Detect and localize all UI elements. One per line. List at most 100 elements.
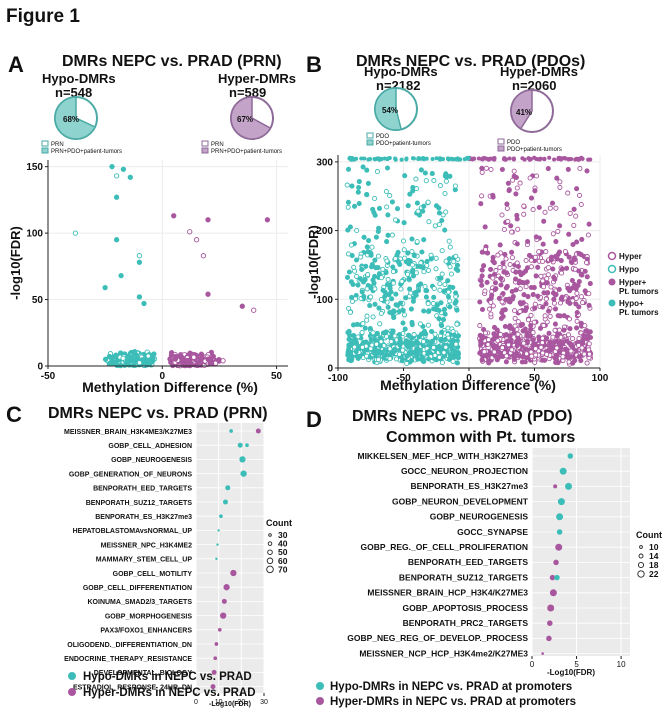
scatter-point-hyper xyxy=(478,341,484,347)
scatter-point-hyper xyxy=(551,300,557,306)
scatter-point-hyper xyxy=(565,190,571,196)
count-legend-label: 40 xyxy=(278,539,288,549)
scatter-point-hyper xyxy=(496,295,502,301)
scatter-point-hypo xyxy=(440,317,447,323)
scatter-point-hypo xyxy=(134,355,140,361)
scatter-point-hyper xyxy=(493,268,499,274)
scatter-point-hypo xyxy=(383,270,389,276)
term-label: BENPORATH_EED_TARGETS xyxy=(93,486,192,493)
scatter-point-hypo xyxy=(421,237,427,243)
scatter-point-hyper xyxy=(515,319,521,325)
scatter-point-hyper xyxy=(541,322,547,329)
scatter-point-hyper xyxy=(558,156,563,161)
scatter-point-hypo xyxy=(402,255,408,261)
scatter-point-hypo xyxy=(453,298,459,304)
scatter-point-hyper xyxy=(509,249,515,255)
scatter-point-hyper xyxy=(504,283,510,289)
scatter-point-hypo xyxy=(423,178,429,184)
term-label: KOINUMA_SMAD2/3_TARGETS xyxy=(88,599,193,606)
scatter-point-hypo xyxy=(447,244,453,250)
scatter-point-hypo xyxy=(416,347,423,354)
scatter-point-hyper xyxy=(205,217,211,223)
scatter-point-hyper xyxy=(549,200,556,206)
scatter-point-hypo xyxy=(433,266,439,272)
scatter-point-hypo xyxy=(393,157,398,162)
scatter-point-hyper xyxy=(584,360,590,366)
scatter-point-hyper xyxy=(525,317,532,323)
scatter-point-hyper xyxy=(200,253,207,259)
scatter-point-hyper xyxy=(569,260,575,266)
scatter-point-hyper xyxy=(547,340,553,346)
scatter-point-hypo xyxy=(389,330,395,336)
scatter-point-hypo xyxy=(409,335,415,341)
scatter-point-hypo xyxy=(455,349,461,356)
panel-b-legend-hypo-pt-marker xyxy=(608,299,616,307)
scatter-point-hypo xyxy=(136,259,143,265)
scatter-point-hyper xyxy=(479,357,485,363)
term-label: MEISSNER_NCP_HCP_H3K4me2/K27ME3 xyxy=(359,648,528,658)
scatter-point-hyper xyxy=(210,353,216,360)
scatter-point-hyper xyxy=(545,166,551,172)
panel-b-y-label: -log10(FDR) xyxy=(306,225,321,299)
scatter-point-hypo xyxy=(409,322,415,328)
scatter-point-hyper xyxy=(553,239,559,245)
scatter-point-hyper xyxy=(576,354,582,360)
scatter-point-hyper xyxy=(525,238,531,245)
panel-b-hypo-pie-percent: 54% xyxy=(382,106,398,115)
scatter-point-hypo xyxy=(146,358,152,365)
scatter-point-hypo xyxy=(452,183,458,189)
scatter-point-hyper xyxy=(533,234,539,240)
term-label: MEISSNER_NPC_H3K4ME2 xyxy=(101,542,193,549)
scatter-point-hypo xyxy=(362,277,368,283)
scatter-point-hyper xyxy=(574,186,580,192)
scatter-point-hypo xyxy=(118,272,124,279)
scatter-point-hypo xyxy=(413,292,419,298)
scatter-point-hyper xyxy=(533,346,539,352)
count-legend-marker xyxy=(267,549,273,555)
count-legend-label: 14 xyxy=(649,551,659,561)
term-label: GOBP_REG._OF_CELL_PROLIFERATION xyxy=(360,542,528,552)
panel-a-title: DMRs NEPC vs. PRAD (PRN) xyxy=(62,53,282,70)
scatter-point-hypo xyxy=(431,294,437,300)
scatter-point-hyper xyxy=(216,356,222,363)
panel-a-hyper-legend-1: PRN xyxy=(211,142,224,148)
scatter-point-hypo xyxy=(400,320,406,326)
scatter-point-hyper xyxy=(518,323,524,329)
scatter-point-hyper xyxy=(509,347,515,353)
scatter-point-hyper xyxy=(568,354,574,360)
scatter-point-hypo xyxy=(431,306,437,312)
scatter-point-hypo xyxy=(372,273,378,279)
dot-hypo xyxy=(559,467,567,475)
term-label: GOCC_NEURON_PROJECTION xyxy=(401,466,528,476)
scatter-point-hyper xyxy=(532,155,537,160)
scatter-point-hypo xyxy=(437,281,443,287)
scatter-point-hyper xyxy=(521,203,527,209)
scatter-point-hyper xyxy=(522,326,528,332)
scatter-point-hyper xyxy=(544,351,550,357)
scatter-point-hypo xyxy=(394,206,401,212)
dot-hyper xyxy=(230,569,237,577)
scatter-point-hyper xyxy=(528,264,534,270)
y-tick-label: 200 xyxy=(316,226,333,237)
count-legend-label: 18 xyxy=(649,560,659,570)
scatter-point-hyper xyxy=(550,266,556,272)
scatter-point-hyper xyxy=(521,211,527,217)
scatter-point-hyper xyxy=(497,264,503,271)
dot-hyper xyxy=(547,604,555,612)
scatter-point-hypo xyxy=(392,333,398,339)
scatter-point-hyper xyxy=(479,169,485,175)
scatter-point-hypo xyxy=(120,355,126,361)
panel-b-ticks: -100 -50 0 50 100 0 100 200 300 xyxy=(316,157,608,384)
scatter-point-hypo xyxy=(443,344,449,350)
scatter-point-hypo xyxy=(420,208,426,214)
panel-c-grid xyxy=(195,423,265,693)
count-legend-label: 70 xyxy=(278,564,288,574)
scatter-point-hypo xyxy=(436,354,442,360)
scatter-point-hypo xyxy=(445,278,451,284)
scatter-point-hyper xyxy=(530,207,536,213)
panel-b-hypo-legend-swatch-2 xyxy=(366,139,374,146)
scatter-point-hyper xyxy=(506,298,512,304)
scatter-point-hyper xyxy=(539,340,545,346)
scatter-point-hyper xyxy=(507,156,512,161)
